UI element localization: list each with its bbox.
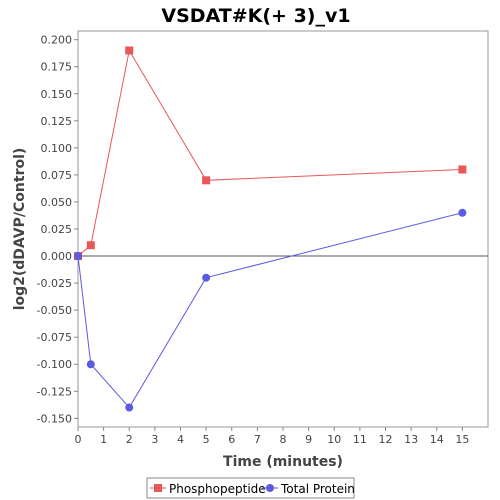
y-tick-label: -0.125 xyxy=(37,385,72,398)
y-tick-label: -0.050 xyxy=(37,304,72,317)
x-tick-label: 15 xyxy=(455,433,469,446)
plot-area xyxy=(77,30,489,428)
data-point-phosphopeptide xyxy=(125,46,134,55)
y-tick-label: 0.150 xyxy=(41,88,73,101)
data-point-total-protein xyxy=(86,360,95,369)
x-axis-label: Time (minutes) xyxy=(223,454,343,470)
x-tick-label: 14 xyxy=(430,433,444,446)
x-tick-label: 10 xyxy=(327,433,341,446)
y-tick-label: -0.150 xyxy=(37,412,72,425)
x-tick-label: 2 xyxy=(126,433,133,446)
data-point-total-protein xyxy=(74,252,82,261)
data-point-phosphopeptide xyxy=(458,165,467,174)
x-tick-label: 0 xyxy=(75,433,82,446)
x-tick-label: 13 xyxy=(404,433,418,446)
x-tick-label: 5 xyxy=(203,433,210,446)
y-tick-label: -0.100 xyxy=(37,358,72,371)
y-axis-label: log2(dDAVP/Control) xyxy=(12,148,28,311)
y-tick-label: 0.075 xyxy=(41,169,73,182)
data-point-phosphopeptide xyxy=(86,241,95,250)
legend-marker-phosphopeptide xyxy=(154,484,162,492)
y-tick-label: -0.025 xyxy=(37,277,72,290)
series-layer xyxy=(74,46,467,412)
x-tick-label: 3 xyxy=(151,433,158,446)
data-point-total-protein xyxy=(458,208,467,217)
y-tick-label: -0.075 xyxy=(37,331,72,344)
y-tick-label: 0.050 xyxy=(41,196,73,209)
data-point-total-protein xyxy=(202,273,211,282)
legend-box xyxy=(146,477,355,499)
x-tick-label: 12 xyxy=(379,433,393,446)
y-tick-label: 0.100 xyxy=(41,142,73,155)
y-tick-label: 0.200 xyxy=(41,34,73,47)
y-tick-label: 0.175 xyxy=(41,61,73,74)
legend-marker-total-protein xyxy=(266,484,274,492)
x-tick-label: 1 xyxy=(100,433,107,446)
x-tick-label: 6 xyxy=(228,433,235,446)
y-axis: -0.150 -0.125 -0.100 -0.075 -0.050 -0.025 0.00… xyxy=(37,34,78,425)
legend: Phosphopeptide Total Protein xyxy=(146,477,355,499)
x-tick-label: 8 xyxy=(280,433,287,446)
y-tick-label: 0.000 xyxy=(41,250,73,263)
legend-label-phosphopeptide: Phosphopeptide xyxy=(169,482,266,496)
chart-title: VSDAT#K(+ 3)_v1 xyxy=(161,5,350,27)
data-point-phosphopeptide xyxy=(202,176,211,185)
x-tick-label: 7 xyxy=(254,433,261,446)
legend-label-total-protein: Total Protein xyxy=(280,482,355,496)
x-tick-label: 4 xyxy=(177,433,184,446)
x-axis: 0 1 2 3 4 5 6 7 8 9 10 11 12 13 14 15 xyxy=(75,427,469,446)
x-tick-label: 11 xyxy=(353,433,367,446)
y-tick-label: 0.025 xyxy=(41,223,73,236)
data-point-total-protein xyxy=(125,403,134,412)
x-tick-label: 9 xyxy=(305,433,312,446)
y-tick-label: 0.125 xyxy=(41,115,73,128)
